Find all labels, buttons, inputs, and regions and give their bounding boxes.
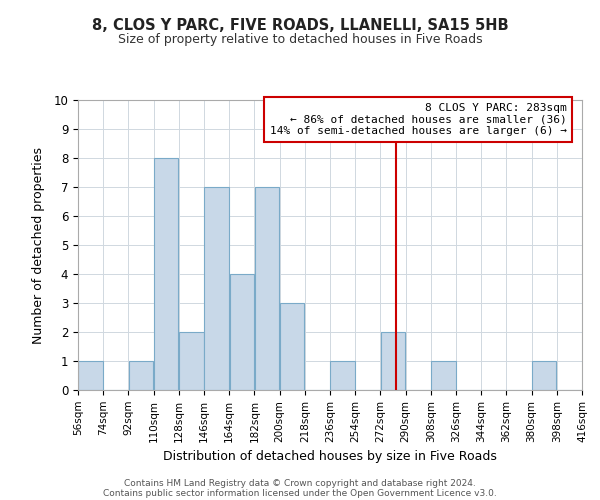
Text: Contains HM Land Registry data © Crown copyright and database right 2024.: Contains HM Land Registry data © Crown c… [124,478,476,488]
Bar [431,361,455,390]
Bar [255,187,279,390]
Bar [381,332,405,390]
Bar [79,361,103,390]
Text: 8 CLOS Y PARC: 283sqm
← 86% of detached houses are smaller (36)
14% of semi-deta: 8 CLOS Y PARC: 283sqm ← 86% of detached … [270,103,567,136]
Bar [154,158,178,390]
Bar [532,361,556,390]
Text: Contains public sector information licensed under the Open Government Licence v3: Contains public sector information licen… [103,488,497,498]
Bar [179,332,203,390]
Bar [280,303,304,390]
Text: Size of property relative to detached houses in Five Roads: Size of property relative to detached ho… [118,32,482,46]
X-axis label: Distribution of detached houses by size in Five Roads: Distribution of detached houses by size … [163,450,497,463]
Y-axis label: Number of detached properties: Number of detached properties [32,146,45,344]
Text: 8, CLOS Y PARC, FIVE ROADS, LLANELLI, SA15 5HB: 8, CLOS Y PARC, FIVE ROADS, LLANELLI, SA… [92,18,508,32]
Bar [129,361,153,390]
Bar [230,274,254,390]
Bar [331,361,355,390]
Bar [205,187,229,390]
